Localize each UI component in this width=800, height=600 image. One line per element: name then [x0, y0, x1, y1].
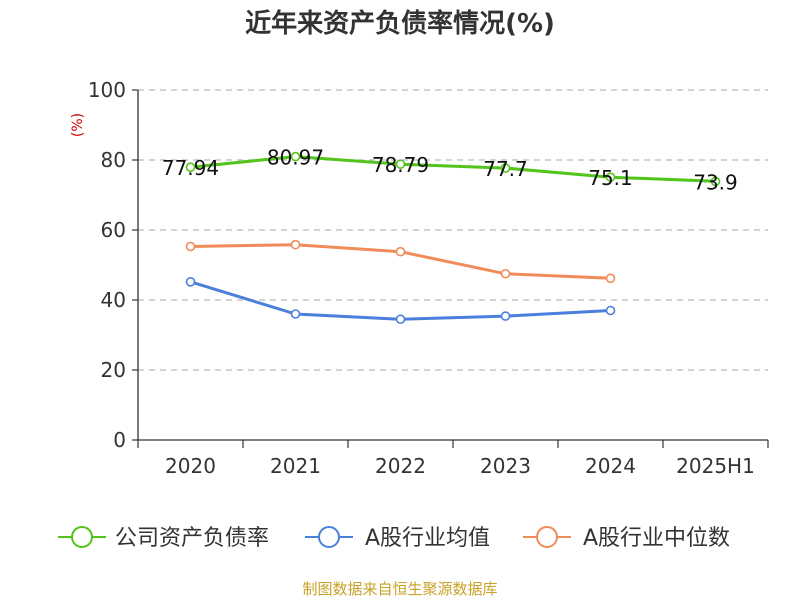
y-tick-labels: 0 20 40 60 80 100 [88, 78, 126, 452]
data-point [290, 239, 301, 250]
data-point [710, 176, 721, 187]
data-label: 77.94 [162, 156, 219, 180]
legend-label: A股行业均值 [365, 526, 490, 551]
legend-marker [318, 526, 340, 548]
x-tick-labels: 2020 2021 2022 2023 2024 2025H1 [165, 454, 755, 478]
data-label: 78.79 [372, 153, 429, 177]
legend: 公司资产负债率 A股行业均值 A股行业中位数 [58, 526, 730, 551]
axes [132, 89, 769, 448]
data-point [395, 159, 406, 170]
legend-marker [536, 526, 558, 548]
x-tick-label: 2021 [270, 454, 321, 478]
legend-label: A股行业中位数 [583, 526, 730, 551]
series-line [190, 155, 716, 183]
y-tick-label: 60 [101, 218, 126, 242]
source-note: 制图数据来自恒生聚源数据库 [302, 580, 497, 598]
data-label: 77.7 [483, 157, 528, 181]
data-point [290, 151, 301, 162]
data-point [185, 162, 196, 173]
x-tick-label: 2025H1 [676, 454, 755, 478]
data-point [605, 305, 616, 316]
data-point [605, 273, 616, 284]
y-tick-label: 40 [101, 288, 126, 312]
data-point [290, 309, 301, 319]
x-tick-label: 2022 [375, 454, 426, 478]
data-point [185, 276, 196, 287]
y-tick-label: 80 [101, 148, 126, 172]
x-tick-label: 2023 [480, 454, 531, 478]
data-point [395, 314, 406, 325]
gridlines [138, 89, 768, 371]
data-point [500, 163, 511, 173]
data-label: 75.1 [588, 166, 633, 190]
series-group: 77.94 80.97 78.79 77.7 75.1 73.9 [162, 146, 738, 325]
data-point [185, 241, 196, 252]
data-point [500, 268, 511, 279]
data-point [395, 246, 406, 257]
legend-marker [71, 526, 93, 548]
data-point [605, 172, 616, 182]
y-axis-label: (%) [70, 113, 86, 137]
legend-label: 公司资产负债率 [115, 526, 269, 551]
chart-title: 近年来资产负债率情况(%) [245, 8, 555, 39]
data-label: 73.9 [693, 170, 738, 194]
y-tick-label: 20 [101, 358, 126, 382]
x-tick-label: 2024 [585, 454, 636, 478]
data-label: 80.97 [267, 146, 324, 170]
data-point [500, 311, 511, 321]
y-tick-label: 100 [88, 78, 126, 102]
y-tick-label: 0 [113, 428, 126, 452]
x-tick-label: 2020 [165, 454, 216, 478]
